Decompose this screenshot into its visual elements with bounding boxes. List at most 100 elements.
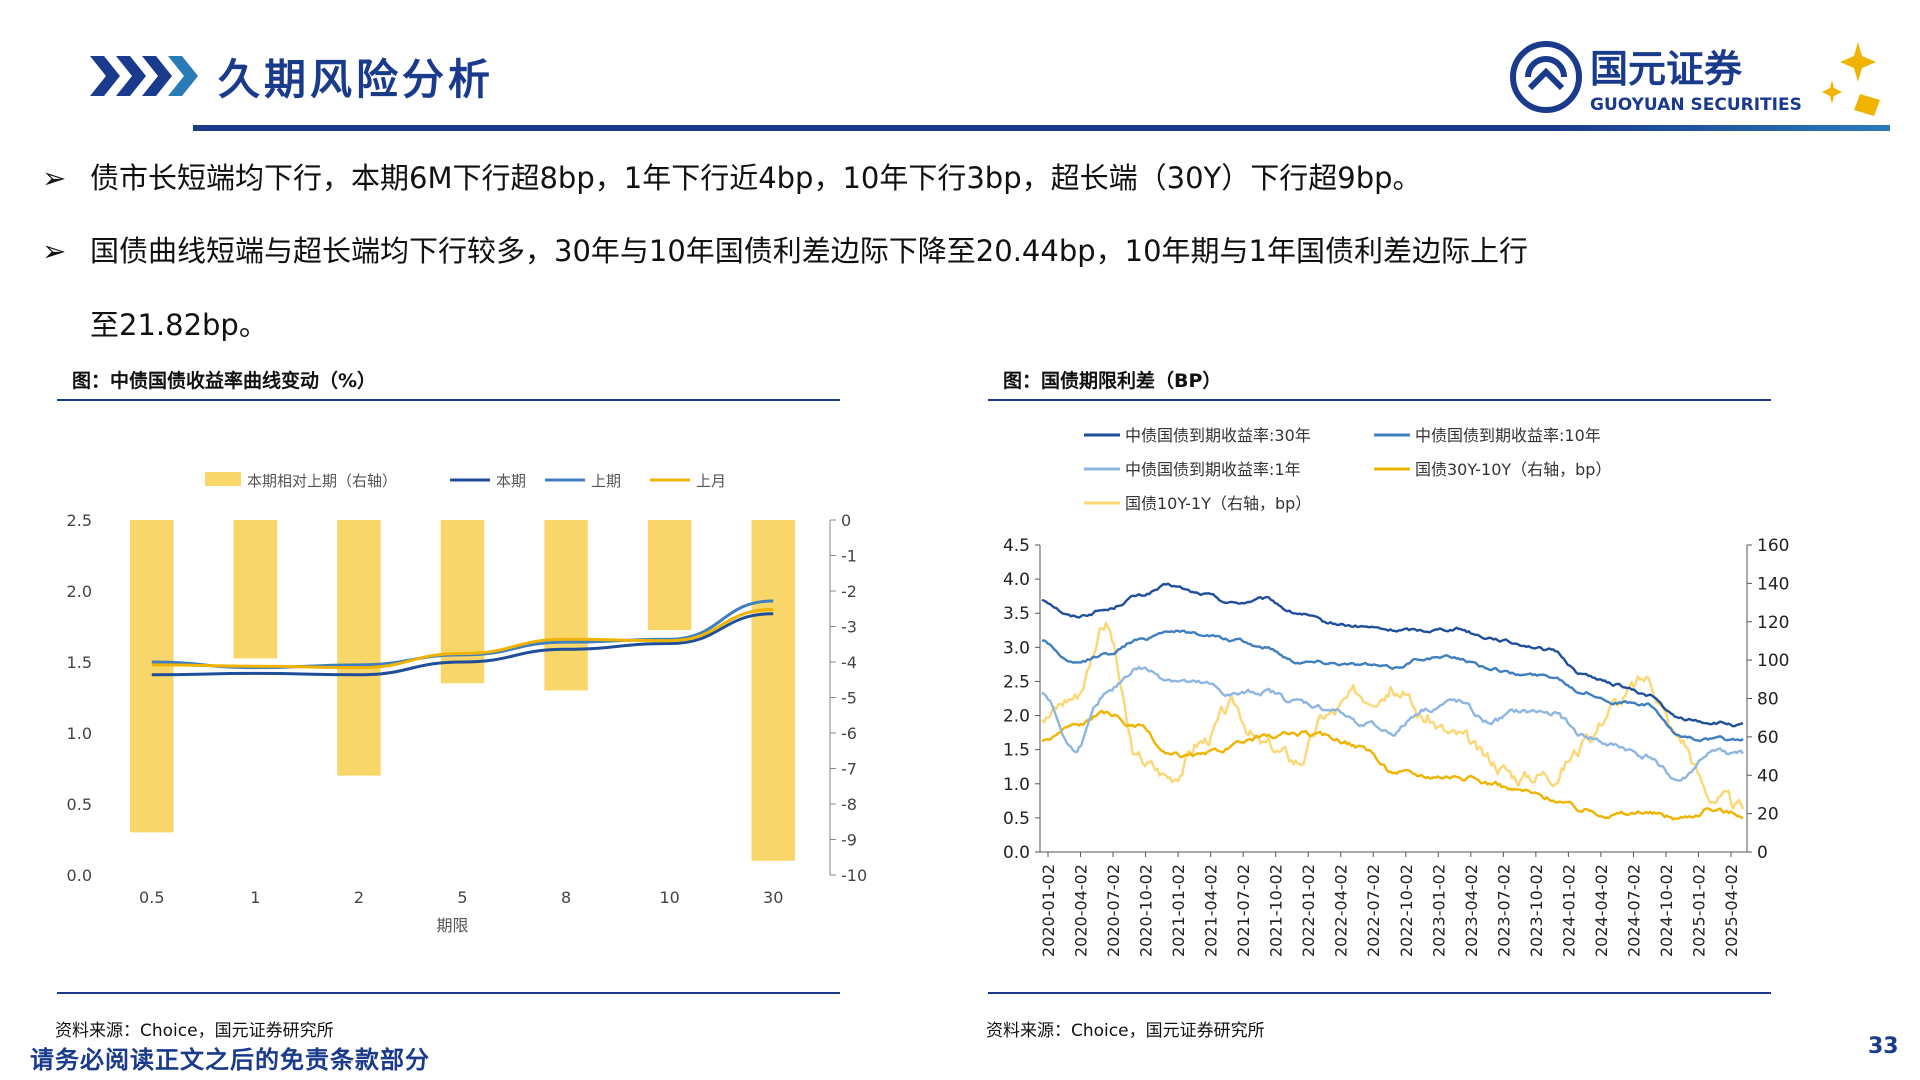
x-tick-label: 2023-07-02 (1494, 864, 1513, 957)
header-chevrons-icon (90, 56, 198, 96)
series-line (1041, 709, 1744, 821)
right-source-note: 资料来源：Choice，国元证券研究所 (986, 1021, 1265, 1041)
y-tick-right: -8 (841, 795, 857, 814)
page-number: 33 (1868, 1034, 1899, 1059)
y-tick-left: 0.5 (1003, 809, 1030, 829)
legend-label: 本期相对上期（右轴） (247, 472, 397, 490)
x-tick-label: 2025-04-02 (1722, 864, 1741, 957)
x-tick-label: 2021-10-02 (1267, 864, 1286, 957)
x-tick-label: 5 (457, 888, 467, 907)
x-tick-label: 2024-04-02 (1592, 864, 1611, 957)
y-tick-left: 1.5 (1003, 741, 1030, 761)
page-title: 久期风险分析 (218, 55, 495, 104)
y-tick-right: 80 (1757, 690, 1779, 710)
legend-label: 本期 (496, 472, 526, 490)
y-tick-left: 4.0 (1003, 570, 1030, 590)
guoyuan-logo: 国元证券 GUOYUAN SECURITIES (1510, 41, 1880, 116)
x-tick-label: 2023-10-02 (1527, 864, 1546, 957)
bullet-text: 国债曲线短端与超长端均下行较多，30年与10年国债利差边际下降至20.44bp，… (90, 234, 1528, 268)
y-tick-right: -4 (841, 653, 857, 672)
y-tick-right: -5 (841, 689, 857, 708)
y-tick-right: 0 (1757, 843, 1768, 863)
x-tick-label: 2 (354, 888, 364, 907)
x-tick-label: 2024-01-02 (1559, 864, 1578, 957)
y-tick-right: 60 (1757, 728, 1779, 748)
bar-change (440, 520, 485, 684)
series-line (1041, 629, 1744, 743)
x-tick-label: 2022-04-02 (1332, 864, 1351, 957)
logo-cn-text: 国元证券 (1590, 47, 1743, 91)
x-tick-label: 2022-07-02 (1364, 864, 1383, 957)
bar-change (647, 520, 692, 631)
y-tick-right: -9 (841, 831, 857, 850)
y-tick-right: -10 (841, 866, 867, 885)
y-tick-left: 4.5 (1003, 536, 1030, 556)
left-chart-title: 图：中债国债收益率曲线变动（%） (72, 370, 377, 392)
left-title-divider (57, 399, 840, 401)
legend-label: 上期 (591, 472, 621, 490)
series-line (1041, 621, 1745, 810)
y-tick-right: 0 (841, 511, 851, 530)
y-tick-left: 0.5 (67, 795, 92, 814)
x-tick-label: 0.5 (139, 888, 164, 907)
x-tick-label: 2023-01-02 (1429, 864, 1448, 957)
x-tick-label: 8 (561, 888, 571, 907)
yield-curve-chart: 本期相对上期（右轴） 本期 上期 上月 0.0 0.5 1.0 1.5 2.0 2.5 0 -1 -2 -… (67, 472, 867, 935)
y-tick-left: 2.5 (1003, 672, 1030, 692)
y-tick-left: 0.0 (67, 866, 92, 885)
y-tick-right: 160 (1757, 536, 1789, 556)
bar-change (751, 520, 795, 861)
bar-change (544, 520, 588, 691)
y-tick-right: -1 (841, 547, 857, 566)
y-tick-left: 0.0 (1003, 843, 1030, 863)
bar-change (337, 520, 381, 776)
arrow-bullet-icon: ➢ (42, 234, 67, 268)
x-tick-label: 2020-07-02 (1104, 864, 1123, 957)
legend-label: 国债10Y-1Y（右轴，bp） (1125, 494, 1311, 513)
disclaimer-text: 请务必阅读正文之后的免责条款部分 (30, 1046, 430, 1074)
legend-label: 中债国债到期收益率:1年 (1125, 460, 1301, 479)
y-tick-right: 20 (1757, 805, 1779, 825)
x-tick-label: 10 (659, 888, 679, 907)
x-tick-label: 2022-01-02 (1299, 864, 1318, 957)
y-tick-right: -6 (841, 724, 857, 743)
y-tick-left: 1.0 (1003, 775, 1030, 795)
bullet-text: 债市长短端均下行，本期6M下行超8bp，1年下行近4bp，10年下行3bp，超长… (90, 161, 1422, 195)
x-tick-label: 2021-07-02 (1234, 864, 1253, 957)
series-line (1041, 582, 1744, 728)
y-tick-right: -2 (841, 582, 857, 601)
x-tick-label: 2024-10-02 (1657, 864, 1676, 957)
legend-label: 上月 (696, 472, 726, 490)
series-line (151, 607, 774, 670)
y-tick-left: 2.0 (1003, 707, 1030, 727)
left-source-note: 资料来源：Choice，国元证券研究所 (55, 1021, 334, 1041)
y-tick-left: 3.5 (1003, 604, 1030, 624)
bullet-item: ➢ 债市长短端均下行，本期6M下行超8bp，1年下行近4bp，10年下行3bp，超… (42, 155, 1422, 197)
x-tick-label: 2023-04-02 (1462, 864, 1481, 957)
y-tick-left: 2.5 (67, 511, 92, 530)
x-tick-label: 2022-10-02 (1397, 864, 1416, 957)
y-tick-right: 100 (1757, 651, 1789, 671)
y-tick-left: 1.0 (67, 724, 92, 743)
right-chart-title: 图：国债期限利差（BP） (1003, 370, 1222, 392)
right-title-divider (988, 399, 1771, 401)
y-tick-right: -3 (841, 618, 857, 637)
y-tick-right: -7 (841, 760, 857, 779)
series-line (1041, 665, 1744, 782)
y-tick-right: 120 (1757, 613, 1789, 633)
bullet-continuation: 至21.82bp。 (90, 308, 268, 342)
x-tick-label: 2021-01-02 (1169, 864, 1188, 957)
x-tick-label: 2020-04-02 (1072, 864, 1091, 957)
x-tick-label: 2020-01-02 (1039, 864, 1058, 957)
x-tick-label: 2025-01-02 (1689, 864, 1708, 957)
x-tick-label: 2020-10-02 (1137, 864, 1156, 957)
header-divider (193, 125, 1890, 131)
x-axis-title: 期限 (436, 916, 468, 935)
left-bottom-divider (57, 992, 840, 994)
y-tick-left: 2.0 (67, 582, 92, 601)
bar-change (233, 520, 278, 659)
x-tick-label: 2024-07-02 (1624, 864, 1643, 957)
series-line (151, 612, 774, 677)
legend-label: 国债30Y-10Y（右轴，bp） (1415, 460, 1611, 479)
